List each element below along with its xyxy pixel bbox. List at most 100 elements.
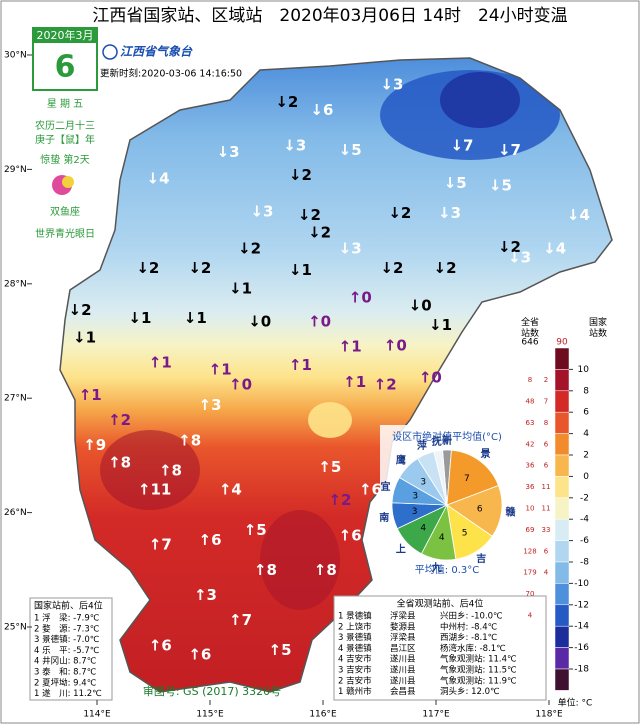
station-arrow: ↑ [343,373,356,391]
station-label: ↑7 [149,535,172,553]
table-cell: 1 景德镇 [338,611,372,622]
station-value: 1 [86,328,96,346]
station-label: ↓2 [275,92,298,110]
station-label: ↓2 [136,258,159,276]
table-title: 国家站前、后4位 [34,600,103,612]
station-arrow: ↓ [283,136,296,154]
pie-name: 鹰 [396,454,406,467]
colorbar-band [554,369,570,392]
title: 江西省国家站、区域站 2020年03月06日 14时 24小时变温 [92,6,567,26]
station-label: ↑7 [229,611,252,629]
table-cell: 浮梁县 [390,632,416,643]
station-label: ↓2 [434,258,457,276]
lat-label: 29°N [4,165,27,175]
station-arrow: ↑ [198,396,211,414]
station-label: ↓3 [380,75,403,93]
station-arrow: ↓ [339,140,352,158]
station-label: ↑8 [254,560,277,578]
station-value: 2 [121,410,131,428]
count-national: 6 [544,462,549,470]
pie-value: 5 [462,528,468,538]
colorbar-label: -18 [574,665,589,675]
station-value: 3 [351,239,361,257]
pie-value: 6 [477,504,483,514]
station-label: ↑0 [384,336,407,354]
station-value: 11 [150,480,171,498]
colorbar-label: 6 [583,408,589,418]
station-value: 7 [511,140,521,158]
station-label: ↓7 [450,136,473,154]
station-arrow: ↑ [328,491,341,509]
pie-name: 抚 [432,435,442,448]
colorbar-label: 0 [583,472,589,482]
station-value: 4 [231,480,241,498]
station-label: ↓4 [567,206,590,224]
station-arrow: ↓ [275,92,288,110]
station-label: ↓6 [310,100,333,118]
station-value: 0 [261,312,271,330]
station-value: 4 [159,169,169,187]
station-arrow: ↑ [108,453,121,471]
station-value: 6 [351,526,361,544]
station-label: ↑3 [194,585,217,603]
station-label: ↓4 [147,169,170,187]
colorbar-band [554,625,570,648]
station-value: 5 [256,520,266,538]
station-value: 6 [201,645,211,663]
station-value: 0 [431,368,441,386]
station-label: ↑6 [359,480,382,498]
lat-label: 30°N [4,51,27,61]
station-label: ↓3 [339,239,362,257]
station-value: 5 [281,640,291,658]
station-label: ↓5 [489,176,512,194]
station-arrow: ↓ [217,143,230,161]
count-national: 8 [544,419,548,427]
total-national: 90 [556,338,568,348]
station-arrow: ↑ [318,457,331,475]
station-label: ↓0 [409,296,432,314]
station-value: 1 [141,309,151,327]
update-time: 更新时刻:2020-03-06 14:16:50 [100,68,242,80]
station-label: ↓0 [248,312,271,330]
station-arrow: ↓ [184,309,197,327]
colorbar-band [554,497,570,520]
pie-value: 4 [439,533,445,543]
station-arrow: ↓ [567,206,580,224]
station-value: 3 [521,248,531,266]
station-value: 7 [242,611,252,629]
station-arrow: ↑ [149,636,162,654]
table-row: 2 夏坪坳: 9.4℃ [34,677,97,688]
station-label: ↓7 [498,140,521,158]
station-value: 2 [251,239,261,257]
station-value: 2 [446,258,456,276]
station-label: ↓2 [238,239,261,257]
pie-name: 九 [431,561,442,574]
station-arrow: ↑ [108,410,121,428]
station-label: ↑1 [343,373,366,391]
count-national: 11 [542,483,551,491]
station-value: 5 [331,457,341,475]
station-label: ↓1 [128,309,151,327]
table-cell: 气象观测站: 11.4℃ [440,654,517,665]
station-value: 2 [149,258,159,276]
station-arrow: ↓ [308,223,321,241]
colorbar-label: 10 [578,365,590,375]
table-cell: 婺源县 [390,621,416,632]
station-arrow: ↑ [419,368,432,386]
pie-title: 设区市绝对值平均值(°C) [392,430,502,443]
station-arrow: ↓ [289,261,302,279]
station-value: 0 [321,312,331,330]
pie-value: 3 [420,478,426,488]
station-label: ↑3 [198,396,221,414]
pie-slice [446,484,503,537]
station-value: 6 [211,531,221,549]
station-value: 8 [326,560,336,578]
station-label: ↑6 [339,526,362,544]
station-arrow: ↑ [149,353,162,371]
count-national: 2 [544,376,548,384]
unit: 单位: °C [558,697,593,709]
lat-label: 25°N [4,623,27,633]
colorbar-band [554,561,570,584]
station-label: ↑6 [198,531,221,549]
